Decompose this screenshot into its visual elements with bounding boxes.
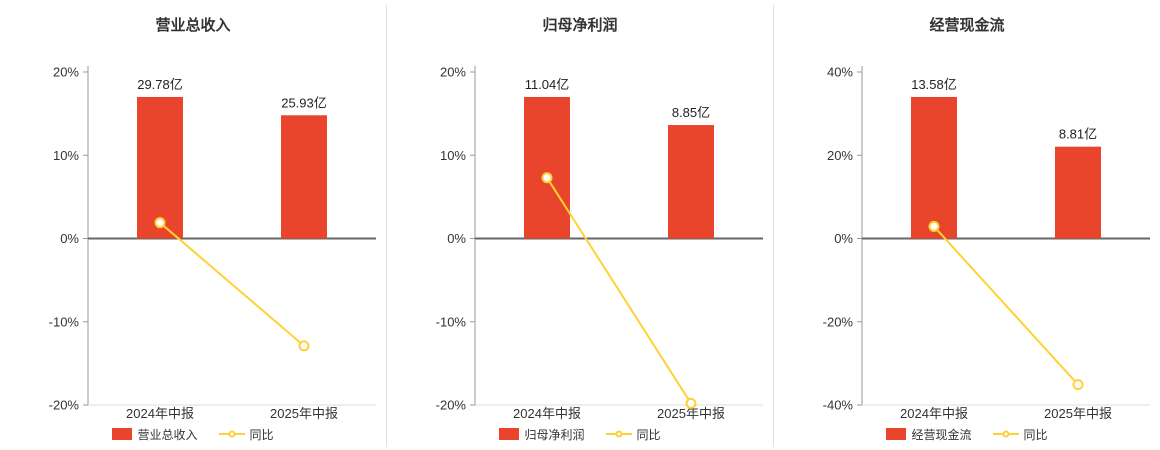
y-tick-label: 10%	[53, 148, 79, 163]
chart-plot-net-profit: 20% 10% 0% -10% -20% 11.04亿 2024年中报 8.85亿 2025年中…	[436, 65, 763, 421]
chart-legend-revenue: 营业总收入 同比	[0, 422, 386, 450]
x-axis-label: 2025年中报	[1044, 406, 1112, 421]
y-tick-label: -20%	[49, 398, 80, 413]
bar	[668, 125, 714, 239]
chart-legend-net-profit: 归母净利润 同比	[387, 422, 773, 450]
bar-value-label: 11.04亿	[525, 77, 570, 92]
bar-legend-label: 营业总收入	[137, 427, 198, 442]
legend-group-bar: 营业总收入	[112, 426, 198, 443]
y-tick-label: 0%	[60, 231, 79, 246]
line-legend-marker-icon	[992, 430, 1019, 438]
bar-value-label: 25.93亿	[281, 95, 327, 110]
x-axis-label: 2024年中报	[900, 406, 968, 421]
y-tick-label: 20%	[440, 65, 466, 80]
y-tick-label: 20%	[53, 65, 79, 80]
bar-legend-swatch-icon	[112, 428, 133, 440]
trend-marker	[298, 340, 310, 352]
chart-plot-cash-flow: 40% 20% 0% -20% -40% 13.58亿 2024年中报 8.81亿 2025年中…	[823, 65, 1150, 421]
trend-marker	[685, 397, 697, 409]
line-legend-marker-icon	[605, 430, 632, 438]
legend-group-bar: 经营现金流	[886, 426, 972, 443]
legend-group-line: 同比	[218, 426, 274, 443]
bar-value-label: 8.85亿	[672, 105, 710, 120]
bar-legend-swatch-icon	[499, 428, 520, 440]
y-tick-label: 40%	[827, 65, 853, 80]
panel-divider	[773, 5, 774, 447]
trend-marker	[541, 172, 553, 184]
bar	[1055, 146, 1101, 239]
chart-panel-net-profit: 归母净利润 20% 10% 0% -10% -20% 11.04亿 2024年中报 8.85亿…	[387, 0, 773, 450]
trend-line	[546, 177, 692, 404]
legend-group-line: 同比	[992, 426, 1048, 443]
trend-marker	[154, 217, 166, 229]
line-legend-label: 同比	[636, 427, 661, 442]
trend-marker	[1072, 379, 1084, 391]
y-tick-label: 20%	[827, 148, 853, 163]
y-tick-label: -20%	[436, 398, 467, 413]
bar-legend-label: 经营现金流	[911, 427, 972, 442]
x-axis-label: 2025年中报	[657, 406, 725, 421]
bar-value-label: 29.78亿	[137, 77, 183, 92]
bar-value-label: 13.58亿	[911, 77, 957, 92]
y-tick-label: 0%	[834, 231, 853, 246]
line-legend-label: 同比	[249, 427, 274, 442]
y-tick-label: -10%	[436, 314, 467, 329]
y-tick-label: -40%	[823, 398, 854, 413]
trend-line	[159, 221, 305, 347]
bar	[911, 96, 957, 239]
bar	[137, 96, 183, 239]
chart-legend-cash-flow: 经营现金流 同比	[774, 422, 1160, 450]
line-legend-label: 同比	[1023, 427, 1048, 442]
bar	[524, 96, 570, 239]
bar	[281, 115, 327, 239]
legend-group-line: 同比	[605, 426, 661, 443]
chart-title-revenue: 营业总收入	[155, 17, 231, 34]
y-tick-label: -20%	[823, 314, 854, 329]
trend-line	[933, 225, 1079, 386]
x-axis-label: 2025年中报	[270, 406, 338, 421]
chart-panel-revenue: 营业总收入 20% 10% 0% -10% -20% 29.78亿 2024年中报 25.93…	[0, 0, 386, 450]
chart-plot-revenue: 20% 10% 0% -10% -20% 29.78亿 2024年中报 25.93亿 2025年…	[49, 65, 376, 421]
chart-title-cash-flow: 经营现金流	[929, 17, 1005, 34]
y-tick-label: 0%	[447, 231, 466, 246]
line-legend-marker-icon	[218, 430, 245, 438]
y-tick-label: -10%	[49, 314, 80, 329]
bar-legend-swatch-icon	[886, 428, 907, 440]
trend-marker	[928, 220, 940, 232]
panel-divider	[386, 5, 387, 447]
x-axis-label: 2024年中报	[126, 406, 194, 421]
chart-panel-cash-flow: 经营现金流 40% 20% 0% -20% -40% 13.58亿 2024年中报 8.81亿…	[774, 0, 1160, 450]
chart-title-net-profit: 归母净利润	[542, 17, 618, 34]
legend-group-bar: 归母净利润	[499, 426, 585, 443]
x-axis-label: 2024年中报	[513, 406, 581, 421]
bar-legend-label: 归母净利润	[524, 427, 585, 442]
y-tick-label: 10%	[440, 148, 466, 163]
bar-value-label: 8.81亿	[1059, 127, 1097, 142]
